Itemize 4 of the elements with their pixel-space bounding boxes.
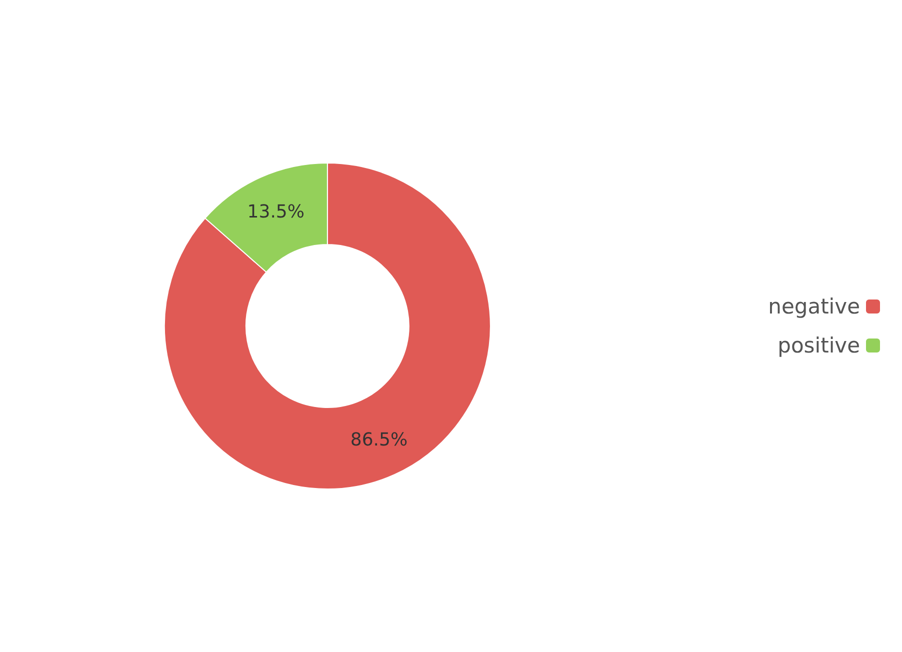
data-label: 86.5%: [350, 430, 408, 451]
legend-label: positive: [778, 334, 860, 358]
data-label: 13.5%: [247, 201, 304, 222]
legend-label: negative: [768, 294, 860, 318]
